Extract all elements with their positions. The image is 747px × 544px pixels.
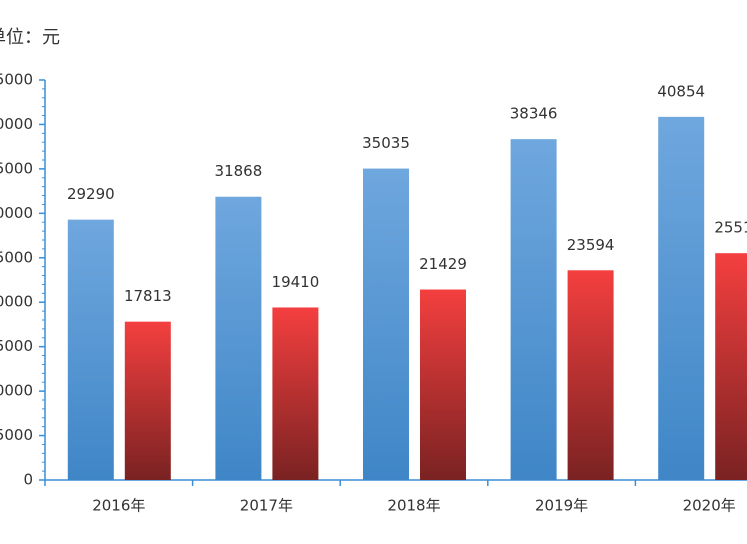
bar (658, 116, 705, 480)
y-tick-label: 25000 (0, 248, 33, 266)
x-tick-label: 2016年 (92, 497, 145, 515)
value-label: 23594 (567, 236, 615, 254)
y-tick-label: 30000 (0, 204, 33, 222)
x-tick-label: 2020年 (683, 497, 736, 515)
y-tick-label: 5000 (0, 426, 33, 444)
bar (510, 139, 557, 480)
value-label: 40854 (657, 82, 705, 100)
x-tick-label: 2017年 (240, 497, 293, 515)
value-label: 25517 (714, 219, 747, 237)
value-label: 29290 (67, 185, 115, 203)
bar (715, 253, 747, 480)
bar (567, 270, 614, 480)
value-label: 31868 (215, 162, 263, 180)
y-tick-label: 0 (23, 471, 33, 489)
y-tick-label: 45000 (0, 71, 33, 89)
y-tick-label: 15000 (0, 337, 33, 355)
y-tick-label: 20000 (0, 293, 33, 311)
chart-title: 单位：元 (0, 27, 60, 48)
y-tick-label: 10000 (0, 382, 33, 400)
value-label: 38346 (510, 105, 558, 123)
y-tick-label: 40000 (0, 115, 33, 133)
value-label: 21429 (419, 255, 467, 273)
bar (420, 289, 466, 480)
bar (215, 196, 262, 480)
value-label: 35035 (362, 134, 410, 152)
bar (363, 168, 409, 481)
bar (67, 219, 114, 480)
x-tick-label: 2019年 (535, 497, 588, 515)
bar (272, 307, 319, 480)
bar (124, 321, 171, 480)
value-label: 17813 (124, 287, 172, 305)
y-tick-label: 35000 (0, 159, 33, 177)
value-label: 19410 (272, 273, 320, 291)
x-tick-label: 2018年 (387, 497, 440, 515)
